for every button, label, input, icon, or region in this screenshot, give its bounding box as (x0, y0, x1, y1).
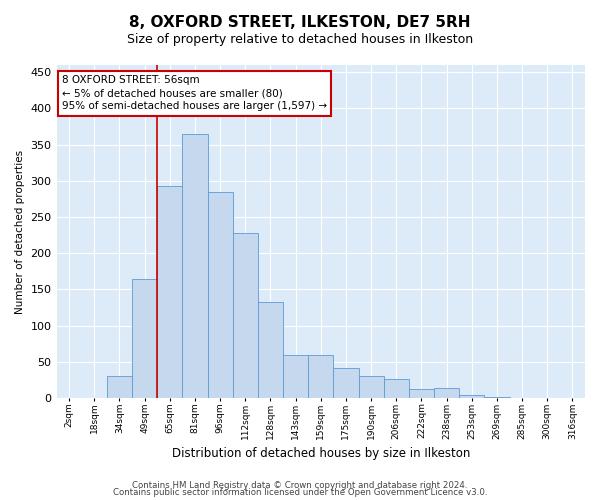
Text: 8 OXFORD STREET: 56sqm
← 5% of detached houses are smaller (80)
95% of semi-deta: 8 OXFORD STREET: 56sqm ← 5% of detached … (62, 75, 327, 112)
Bar (157, 186, 182, 398)
Y-axis label: Number of detached properties: Number of detached properties (15, 150, 25, 314)
Text: Contains public sector information licensed under the Open Government Licence v3: Contains public sector information licen… (113, 488, 487, 497)
Bar (107, 376, 132, 398)
Bar (409, 390, 434, 398)
Bar (334, 368, 359, 398)
Bar (359, 376, 383, 398)
Bar (308, 354, 334, 398)
Text: Contains HM Land Registry data © Crown copyright and database right 2024.: Contains HM Land Registry data © Crown c… (132, 480, 468, 490)
Bar (484, 396, 509, 398)
Text: Size of property relative to detached houses in Ilkeston: Size of property relative to detached ho… (127, 32, 473, 46)
Bar (459, 394, 484, 398)
Bar (283, 354, 308, 398)
Bar (258, 302, 283, 398)
Bar (434, 388, 459, 398)
Text: 8, OXFORD STREET, ILKESTON, DE7 5RH: 8, OXFORD STREET, ILKESTON, DE7 5RH (129, 15, 471, 30)
Bar (208, 192, 233, 398)
Bar (132, 278, 157, 398)
Bar (233, 233, 258, 398)
Bar (383, 378, 409, 398)
Bar (182, 134, 208, 398)
X-axis label: Distribution of detached houses by size in Ilkeston: Distribution of detached houses by size … (172, 447, 470, 460)
